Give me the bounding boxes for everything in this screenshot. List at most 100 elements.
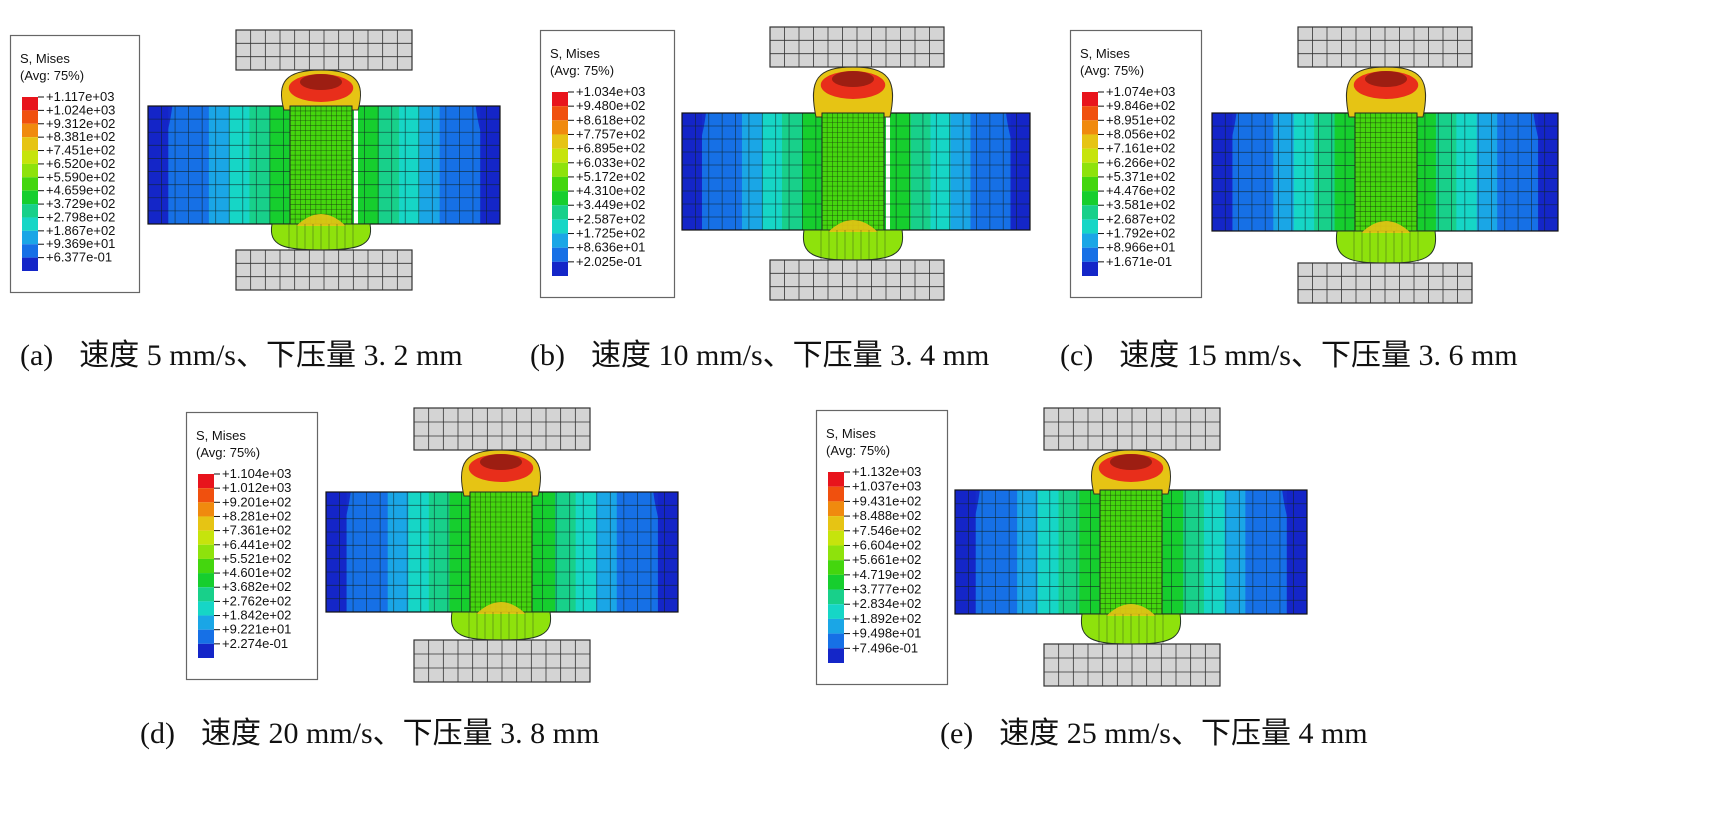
legend-level-label: +8.951e+02 bbox=[1106, 112, 1175, 127]
caption-text: 速度 10 mm/s、下压量 3. 4 mm bbox=[590, 339, 990, 372]
legend-swatch bbox=[198, 629, 214, 644]
fem-model-a bbox=[147, 29, 501, 291]
legend-swatch bbox=[552, 106, 568, 121]
legend-swatch bbox=[22, 137, 38, 151]
legend-level-label: +1.671e-01 bbox=[1106, 254, 1172, 269]
legend-level-label: +4.719e+02 bbox=[852, 567, 921, 582]
legend-level-label: +9.201e+02 bbox=[222, 494, 291, 509]
legend-swatch bbox=[22, 163, 38, 178]
legend-level-label: +9.312e+02 bbox=[46, 116, 115, 131]
legend-title: S, Mises bbox=[550, 46, 600, 61]
legend-level-label: +6.033e+02 bbox=[576, 155, 645, 170]
legend-level-label: +9.498e+01 bbox=[852, 626, 921, 641]
rivet-top-head bbox=[1090, 449, 1172, 495]
legend-swatch bbox=[828, 560, 844, 575]
legend-swatch bbox=[198, 573, 214, 588]
die-top bbox=[1043, 407, 1221, 451]
legend-level-label: +1.034e+03 bbox=[576, 84, 645, 99]
rivet-shank bbox=[1354, 112, 1418, 232]
legend-level-label: +5.661e+02 bbox=[852, 552, 921, 567]
caption-tag: (e) bbox=[940, 717, 974, 750]
legend-level-label: +1.104e+03 bbox=[222, 466, 291, 481]
legend-d: S, Mises(Avg: 75%)+1.104e+03+1.012e+03+9… bbox=[185, 411, 319, 681]
legend-level-label: +2.798e+02 bbox=[46, 209, 115, 224]
legend-level-label: +2.274e-01 bbox=[222, 636, 288, 651]
legend-swatch bbox=[1082, 219, 1098, 234]
caption-c: (c) 速度 15 mm/s、下压量 3. 6 mm bbox=[1060, 330, 1518, 374]
legend-swatch bbox=[198, 516, 214, 531]
caption-tag: (b) bbox=[530, 339, 565, 372]
legend-swatch bbox=[1082, 261, 1098, 276]
legend-swatch bbox=[1082, 120, 1098, 135]
legend-swatch bbox=[198, 558, 214, 574]
legend-level-label: +4.659e+02 bbox=[46, 183, 115, 198]
rivet-shank bbox=[821, 112, 885, 231]
legend-level-label: +2.687e+02 bbox=[1106, 211, 1175, 226]
legend-swatch bbox=[1082, 148, 1098, 163]
legend-swatch bbox=[828, 545, 844, 561]
die-top bbox=[413, 407, 591, 451]
rivet-bottom-head bbox=[1080, 604, 1182, 645]
legend-level-label: +2.025e-01 bbox=[576, 254, 642, 269]
legend-level-label: +6.520e+02 bbox=[46, 156, 115, 171]
legend-swatch bbox=[22, 110, 38, 124]
caption-a: (a) 速度 5 mm/s、下压量 3. 2 mm bbox=[20, 330, 463, 374]
legend-swatch bbox=[198, 643, 214, 658]
legend-swatch bbox=[1082, 233, 1098, 248]
legend-swatch bbox=[198, 474, 214, 489]
caption-text: 速度 15 mm/s、下压量 3. 6 mm bbox=[1119, 339, 1518, 372]
caption-text: 速度 5 mm/s、下压量 3. 2 mm bbox=[79, 339, 463, 372]
legend-swatch bbox=[1082, 191, 1098, 206]
caption-b: (b) 速度 10 mm/s、下压量 3. 4 mm bbox=[530, 330, 989, 374]
legend-swatch bbox=[828, 501, 844, 517]
legend-swatch bbox=[552, 191, 568, 206]
legend-swatch bbox=[828, 472, 844, 487]
legend-level-label: +3.729e+02 bbox=[46, 196, 115, 211]
rivet-shank bbox=[289, 105, 353, 225]
rivet-top-head bbox=[1345, 66, 1427, 118]
rivet-shank bbox=[1099, 489, 1163, 615]
caption-tag: (d) bbox=[140, 717, 175, 750]
legend-title: S, Mises bbox=[826, 426, 876, 441]
legend-level-label: +1.867e+02 bbox=[46, 223, 115, 238]
legend-swatch bbox=[198, 530, 214, 545]
legend-swatch bbox=[198, 615, 214, 630]
legend-level-label: +8.966e+01 bbox=[1106, 240, 1175, 255]
rivet-bottom-head bbox=[1335, 221, 1437, 264]
legend-level-label: +6.604e+02 bbox=[852, 537, 921, 552]
legend-swatch bbox=[198, 502, 214, 517]
legend-level-label: +5.172e+02 bbox=[576, 169, 645, 184]
legend-level-label: +3.449e+02 bbox=[576, 197, 645, 212]
legend-swatch bbox=[552, 261, 568, 276]
legend-level-label: +1.725e+02 bbox=[576, 226, 645, 241]
legend-level-label: +1.074e+03 bbox=[1106, 84, 1175, 99]
legend-title: S, Mises bbox=[196, 428, 246, 443]
legend-level-label: +7.161e+02 bbox=[1106, 141, 1175, 156]
legend-level-label: +8.488e+02 bbox=[852, 508, 921, 523]
legend-a: S, Mises(Avg: 75%)+1.117e+03+1.024e+03+9… bbox=[9, 34, 141, 294]
rivet-bottom-head bbox=[450, 602, 552, 641]
legend-level-label: +9.846e+02 bbox=[1106, 98, 1175, 113]
legend-swatch bbox=[828, 486, 844, 502]
legend-level-label: +4.310e+02 bbox=[576, 183, 645, 198]
legend-level-label: +6.441e+02 bbox=[222, 537, 291, 552]
legend-swatch bbox=[22, 257, 38, 271]
die-bottom bbox=[1043, 643, 1221, 687]
legend-swatch bbox=[198, 488, 214, 503]
die-bottom bbox=[413, 639, 591, 683]
legend-swatch bbox=[22, 244, 38, 258]
legend-swatch bbox=[1082, 247, 1098, 262]
caption-tag: (c) bbox=[1060, 339, 1094, 372]
legend-level-label: +2.762e+02 bbox=[222, 593, 291, 608]
legend-swatch bbox=[22, 97, 38, 111]
legend-subtitle: (Avg: 75%) bbox=[550, 63, 614, 78]
legend-level-label: +3.682e+02 bbox=[222, 579, 291, 594]
legend-subtitle: (Avg: 75%) bbox=[826, 443, 890, 458]
legend-level-label: +8.281e+02 bbox=[222, 508, 291, 523]
legend-subtitle: (Avg: 75%) bbox=[196, 445, 260, 460]
legend-level-label: +2.834e+02 bbox=[852, 596, 921, 611]
die-top bbox=[1297, 26, 1473, 68]
legend-swatch bbox=[552, 148, 568, 163]
legend-level-label: +8.618e+02 bbox=[576, 112, 645, 127]
legend-level-label: +5.371e+02 bbox=[1106, 169, 1175, 184]
